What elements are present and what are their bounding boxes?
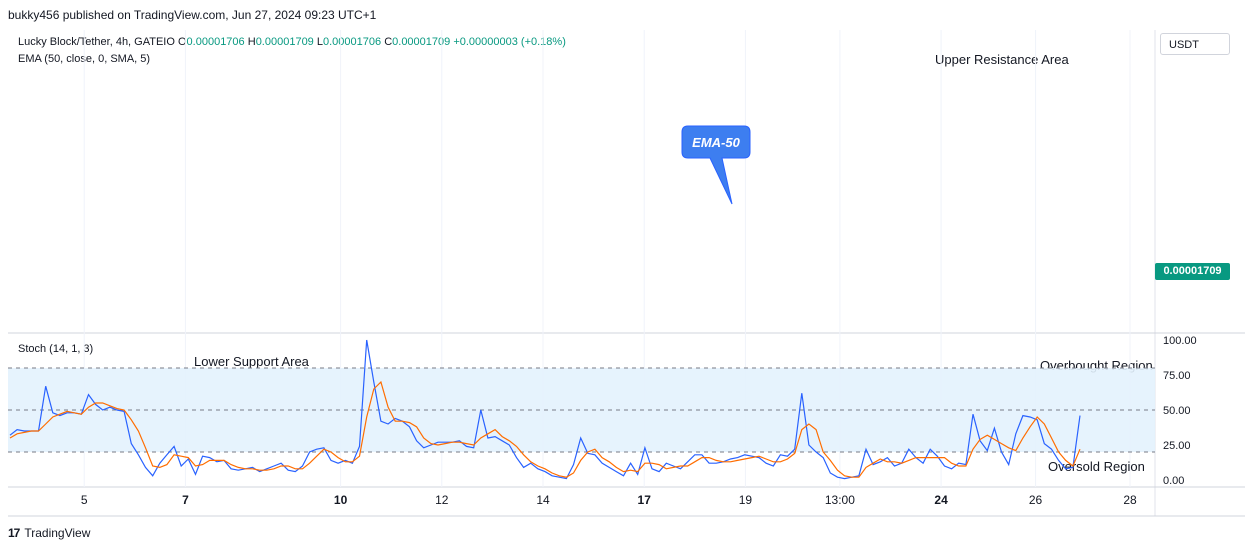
change-value: +0.00000003 (+0.18%) bbox=[453, 36, 566, 48]
stoch-tick-label: 25.00 bbox=[1163, 440, 1191, 452]
close-label: C bbox=[384, 36, 393, 48]
stoch-band-fill bbox=[8, 368, 1155, 452]
high-value: 0.00001709 bbox=[255, 36, 314, 48]
ema-callout: EMA-50 bbox=[681, 125, 751, 205]
time-tick-label: 19 bbox=[739, 493, 753, 507]
lower-support-label: Lower Support Area bbox=[194, 354, 309, 369]
symbol-title: Lucky Block/Tether, 4h, GATEIO bbox=[18, 36, 175, 48]
stoch-legend: Stoch (14, 1, 3) bbox=[18, 343, 94, 355]
tradingview-logo-icon: 17 bbox=[8, 526, 20, 540]
stoch-band bbox=[8, 367, 1155, 453]
footer-brand: 17 TradingView bbox=[8, 526, 90, 540]
ema-legend: EMA (50, close, 0, SMA, 5) bbox=[18, 53, 151, 65]
ema-callout-text: EMA-50 bbox=[692, 135, 740, 150]
upper-resistance-label: Upper Resistance Area bbox=[935, 52, 1069, 67]
high-label: H bbox=[247, 36, 256, 48]
currency-button[interactable]: USDT bbox=[1160, 33, 1230, 55]
time-tick-label: 28 bbox=[1123, 493, 1137, 507]
publisher-header: bukky456 published on TradingView.com, J… bbox=[8, 8, 377, 22]
stoch-tick-label: 100.00 bbox=[1163, 335, 1197, 347]
time-tick-label: 13:00 bbox=[825, 493, 855, 507]
last-price-tag: 0.00001709 bbox=[1155, 263, 1230, 280]
stoch-k-line bbox=[9, 339, 1081, 480]
stoch-tick-label: 50.00 bbox=[1163, 405, 1191, 417]
open-value: 0.00001706 bbox=[186, 36, 245, 48]
stoch-tick-label: 0.00 bbox=[1163, 475, 1184, 487]
time-tick-label: 5 bbox=[81, 493, 88, 507]
oversold-label: Oversold Region bbox=[1048, 459, 1145, 474]
time-tick-label: 10 bbox=[334, 493, 348, 507]
ema-callout-bubble bbox=[681, 125, 751, 205]
time-axis: 5 7 10 12 14 17 19 13:00 24 26 28 bbox=[81, 493, 1137, 507]
time-tick-label: 26 bbox=[1029, 493, 1043, 507]
low-label: L bbox=[316, 36, 323, 48]
footer-brand-text: TradingView bbox=[24, 526, 91, 540]
close-value: 0.00001709 bbox=[392, 36, 451, 48]
overbought-label: Overbought Region bbox=[1040, 358, 1153, 373]
open-label: O bbox=[177, 36, 187, 48]
time-tick-label: 17 bbox=[638, 493, 652, 507]
time-tick-label: 14 bbox=[536, 493, 550, 507]
stoch-d-line bbox=[9, 380, 1081, 478]
time-tick-label: 12 bbox=[435, 493, 449, 507]
stoch-axis: 100.00 75.00 50.00 25.00 0.00 bbox=[1163, 335, 1197, 487]
time-tick-label: 24 bbox=[934, 493, 948, 507]
time-tick-label: 7 bbox=[182, 493, 189, 507]
low-value: 0.00001706 bbox=[323, 36, 382, 48]
stoch-tick-label: 75.00 bbox=[1163, 370, 1191, 382]
stoch-lines bbox=[9, 339, 1081, 480]
gridlines bbox=[83, 30, 1131, 487]
symbol-legend: Lucky Block/Tether, 4h, GATEIO O0.000017… bbox=[18, 36, 566, 48]
